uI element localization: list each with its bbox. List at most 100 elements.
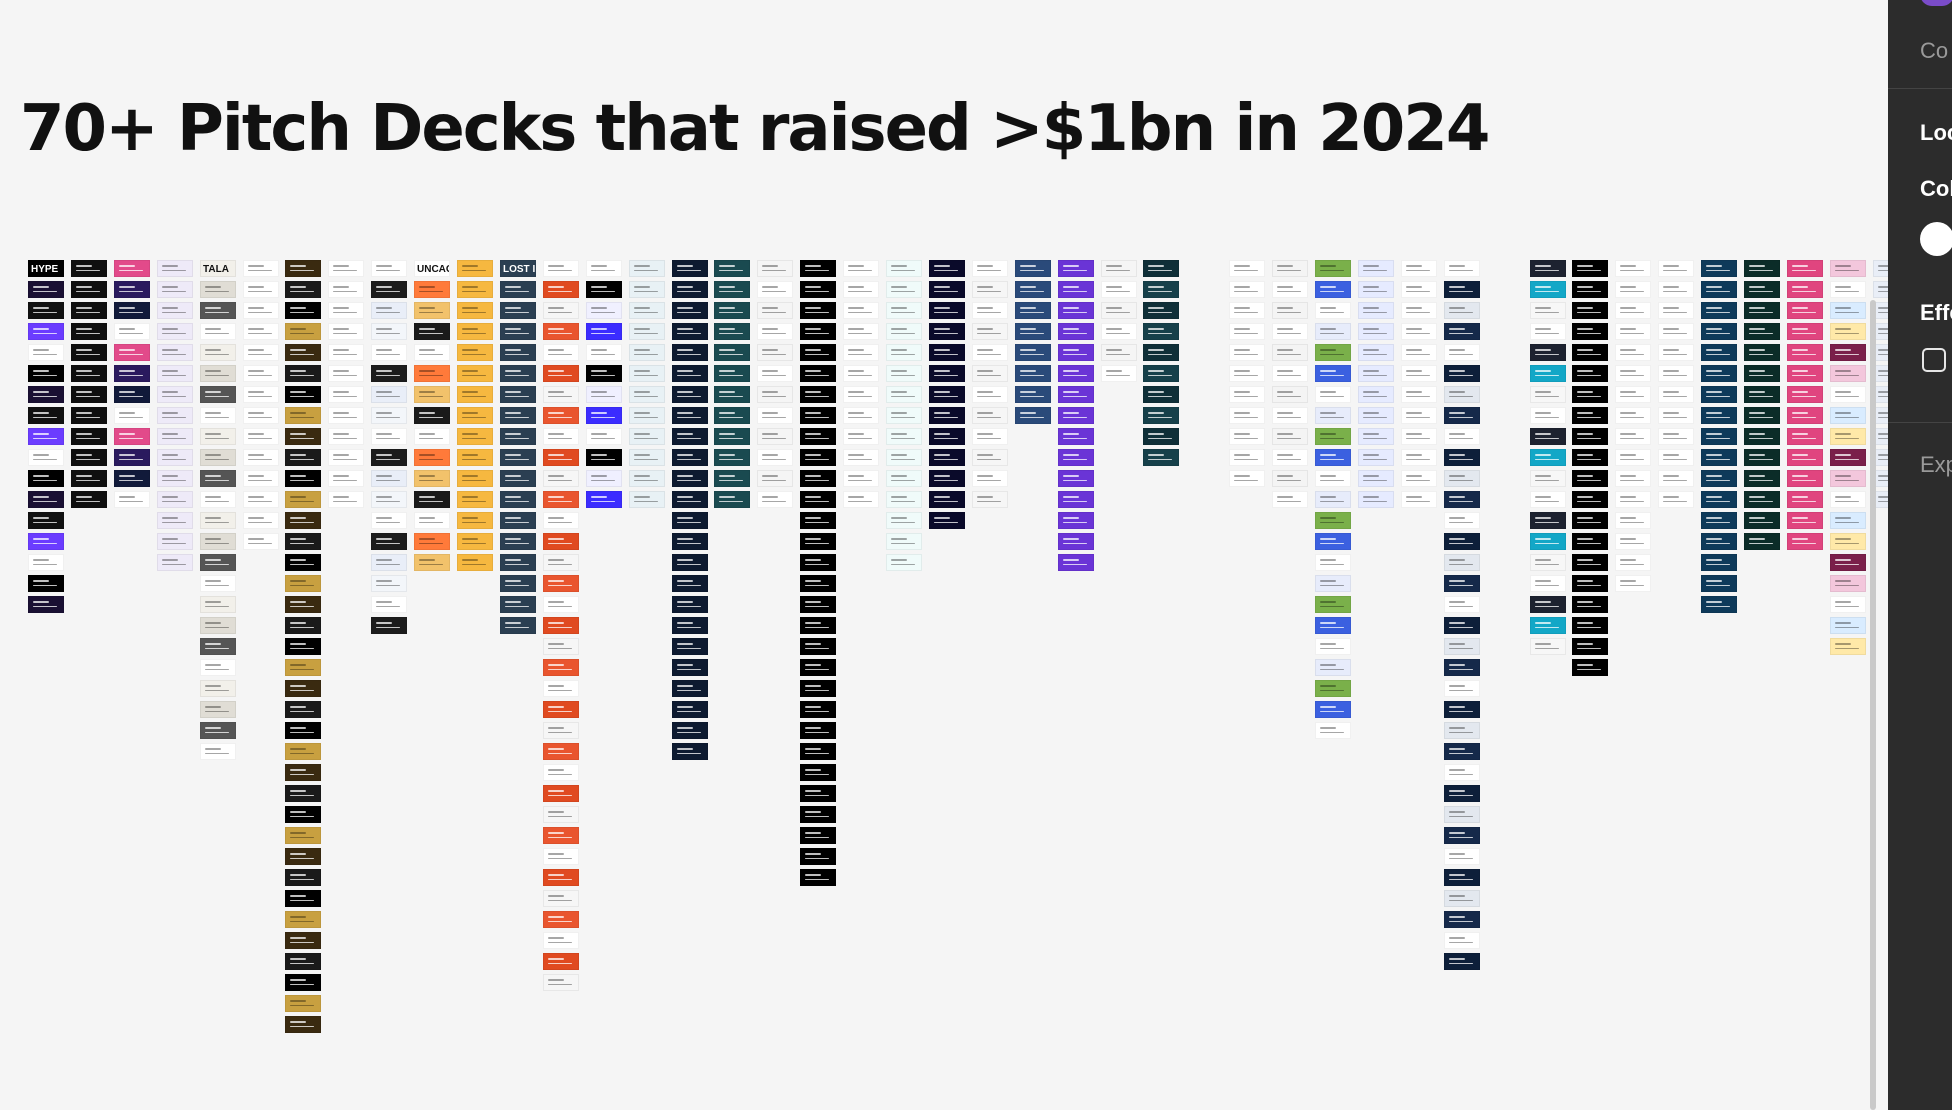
deck-slide-thumbnail[interactable] xyxy=(28,386,64,403)
deck-slide-thumbnail[interactable] xyxy=(929,512,965,529)
deck-slide-thumbnail[interactable] xyxy=(200,743,236,760)
deck-slide-thumbnail[interactable] xyxy=(328,386,364,403)
deck-slide-thumbnail[interactable] xyxy=(500,302,536,319)
deck-slide-thumbnail[interactable] xyxy=(1701,575,1737,592)
deck-slide-thumbnail[interactable] xyxy=(929,302,965,319)
deck-slide-thumbnail[interactable] xyxy=(457,281,493,298)
deck-slide-thumbnail[interactable] xyxy=(1143,344,1179,361)
deck-slide-thumbnail[interactable] xyxy=(200,638,236,655)
deck-slide-thumbnail[interactable] xyxy=(28,407,64,424)
deck-slide-thumbnail[interactable] xyxy=(1272,323,1308,340)
deck-column[interactable] xyxy=(1658,260,1694,512)
deck-slide-thumbnail[interactable] xyxy=(1058,449,1094,466)
deck-slide-thumbnail[interactable] xyxy=(285,722,321,739)
panel-item-export[interactable]: Exp xyxy=(1920,452,1952,477)
deck-slide-thumbnail[interactable] xyxy=(243,428,279,445)
deck-slide-thumbnail[interactable] xyxy=(114,470,150,487)
deck-slide-thumbnail[interactable] xyxy=(500,491,536,508)
deck-slide-thumbnail[interactable] xyxy=(543,827,579,844)
deck-slide-thumbnail[interactable] xyxy=(543,365,579,382)
deck-slide-thumbnail[interactable] xyxy=(972,323,1008,340)
deck-slide-thumbnail[interactable] xyxy=(1701,386,1737,403)
deck-slide-thumbnail[interactable] xyxy=(414,365,450,382)
deck-slide-thumbnail[interactable] xyxy=(285,785,321,802)
deck-slide-thumbnail[interactable] xyxy=(243,533,279,550)
deck-slide-thumbnail[interactable] xyxy=(371,428,407,445)
deck-slide-thumbnail[interactable] xyxy=(886,428,922,445)
deck-slide-thumbnail[interactable] xyxy=(285,323,321,340)
deck-slide-thumbnail[interactable] xyxy=(629,281,665,298)
deck-slide-thumbnail[interactable] xyxy=(1873,260,1888,277)
deck-slide-thumbnail[interactable] xyxy=(1143,365,1179,382)
deck-slide-thumbnail[interactable] xyxy=(200,386,236,403)
deck-slide-thumbnail[interactable] xyxy=(1272,281,1308,298)
deck-slide-thumbnail[interactable] xyxy=(1272,491,1308,508)
deck-slide-thumbnail[interactable] xyxy=(1401,365,1437,382)
deck-slide-thumbnail[interactable] xyxy=(457,407,493,424)
deck-slide-thumbnail[interactable] xyxy=(714,260,750,277)
deck-slide-thumbnail[interactable] xyxy=(457,428,493,445)
deck-slide-thumbnail[interactable] xyxy=(1701,302,1737,319)
deck-slide-thumbnail[interactable] xyxy=(328,323,364,340)
deck-slide-thumbnail[interactable] xyxy=(1744,386,1780,403)
deck-slide-thumbnail[interactable] xyxy=(714,344,750,361)
deck-column[interactable] xyxy=(371,260,407,638)
deck-slide-thumbnail[interactable] xyxy=(1572,323,1608,340)
deck-slide-thumbnail[interactable] xyxy=(1229,365,1265,382)
deck-slide-thumbnail[interactable] xyxy=(1272,365,1308,382)
deck-column[interactable]: TALA xyxy=(200,260,236,764)
deck-slide-thumbnail[interactable] xyxy=(328,365,364,382)
deck-slide-thumbnail[interactable] xyxy=(285,617,321,634)
deck-slide-thumbnail[interactable] xyxy=(1444,302,1480,319)
deck-slide-thumbnail[interactable] xyxy=(1830,575,1866,592)
deck-slide-thumbnail[interactable] xyxy=(1401,386,1437,403)
deck-slide-thumbnail[interactable] xyxy=(1572,533,1608,550)
deck-slide-thumbnail[interactable] xyxy=(500,323,536,340)
deck-slide-thumbnail[interactable] xyxy=(157,365,193,382)
deck-slide-thumbnail[interactable] xyxy=(1143,428,1179,445)
deck-column[interactable] xyxy=(543,260,579,995)
deck-slide-thumbnail[interactable] xyxy=(28,533,64,550)
deck-slide-thumbnail[interactable] xyxy=(1615,512,1651,529)
deck-slide-thumbnail[interactable] xyxy=(672,596,708,613)
deck-slide-thumbnail[interactable] xyxy=(543,596,579,613)
deck-slide-thumbnail[interactable] xyxy=(285,911,321,928)
deck-column[interactable] xyxy=(457,260,493,575)
deck-slide-thumbnail[interactable] xyxy=(500,428,536,445)
deck-slide-thumbnail[interactable] xyxy=(543,344,579,361)
deck-slide-thumbnail[interactable] xyxy=(757,344,793,361)
deck-slide-thumbnail[interactable] xyxy=(243,365,279,382)
deck-slide-thumbnail[interactable] xyxy=(1315,659,1351,676)
deck-slide-thumbnail[interactable] xyxy=(586,386,622,403)
deck-slide-thumbnail[interactable] xyxy=(1572,386,1608,403)
deck-slide-thumbnail[interactable] xyxy=(1444,554,1480,571)
deck-column[interactable] xyxy=(243,260,279,554)
deck-slide-thumbnail[interactable] xyxy=(1787,407,1823,424)
deck-slide-thumbnail[interactable] xyxy=(929,344,965,361)
deck-slide-thumbnail[interactable] xyxy=(457,470,493,487)
deck-slide-thumbnail[interactable] xyxy=(1315,680,1351,697)
deck-slide-thumbnail[interactable] xyxy=(71,407,107,424)
color-swatch[interactable] xyxy=(1920,222,1952,256)
deck-slide-thumbnail[interactable] xyxy=(500,449,536,466)
deck-slide-thumbnail[interactable] xyxy=(800,764,836,781)
deck-slide-thumbnail[interactable] xyxy=(629,260,665,277)
deck-slide-thumbnail[interactable] xyxy=(672,638,708,655)
deck-slide-thumbnail[interactable] xyxy=(1830,617,1866,634)
deck-slide-thumbnail[interactable] xyxy=(1272,302,1308,319)
deck-slide-thumbnail[interactable] xyxy=(457,449,493,466)
deck-slide-thumbnail[interactable] xyxy=(500,407,536,424)
deck-slide-thumbnail[interactable] xyxy=(285,974,321,991)
deck-slide-thumbnail[interactable] xyxy=(1058,386,1094,403)
deck-slide-thumbnail[interactable] xyxy=(71,260,107,277)
deck-slide-thumbnail[interactable] xyxy=(972,428,1008,445)
deck-slide-thumbnail[interactable] xyxy=(1530,533,1566,550)
deck-slide-thumbnail[interactable] xyxy=(285,260,321,277)
deck-slide-thumbnail[interactable] xyxy=(200,554,236,571)
deck-slide-thumbnail[interactable] xyxy=(1444,680,1480,697)
deck-slide-thumbnail[interactable] xyxy=(886,281,922,298)
deck-slide-thumbnail[interactable] xyxy=(1358,344,1394,361)
deck-slide-thumbnail[interactable] xyxy=(28,428,64,445)
deck-slide-thumbnail[interactable] xyxy=(886,512,922,529)
deck-slide-thumbnail[interactable] xyxy=(629,491,665,508)
